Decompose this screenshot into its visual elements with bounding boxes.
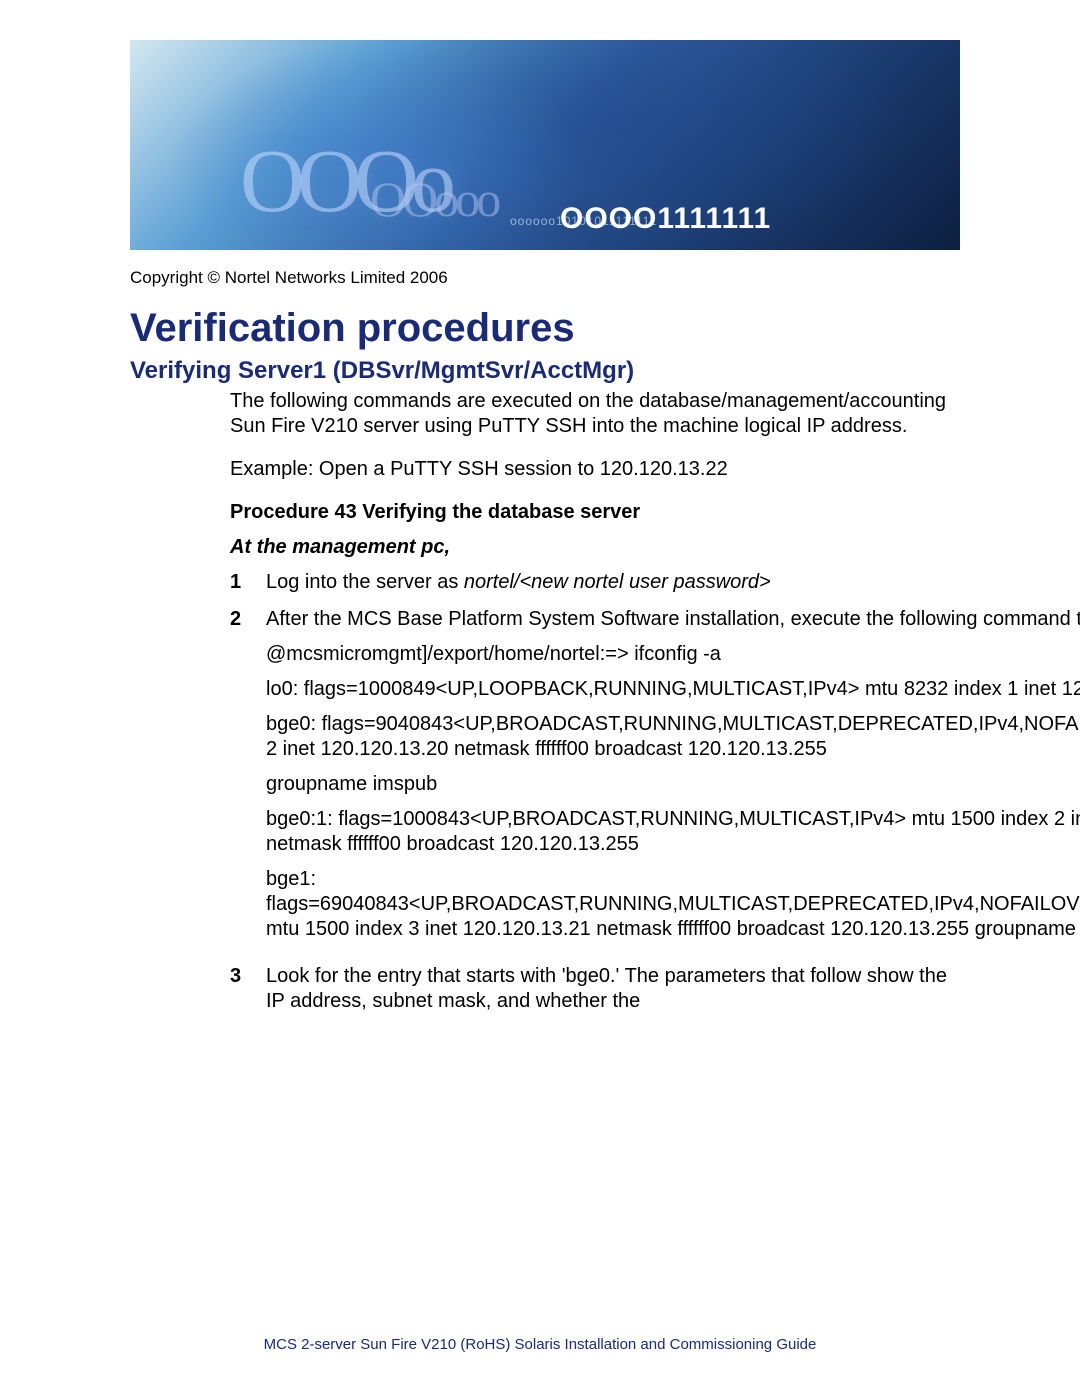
step-number: 2 [230, 607, 266, 952]
step-body: Log into the server as nortel/<new norte… [266, 570, 960, 595]
header-banner: OOOo OOooo oooooo10101011111111 OOOO1111… [130, 40, 960, 250]
step-body: After the MCS Base Platform System Softw… [266, 607, 1080, 952]
terminal-output: bge1: flags=69040843<UP,BROADCAST,RUNNIN… [266, 867, 1080, 942]
copyright-text: Copyright © Nortel Networks Limited 2006 [130, 268, 960, 288]
terminal-output: lo0: flags=1000849<UP,LOOPBACK,RUNNING,M… [266, 677, 1080, 702]
step-text-prefix: Log into the server as [266, 571, 464, 593]
body-content: The following commands are executed on t… [130, 389, 960, 1014]
procedure-heading: Procedure 43 Verifying the database serv… [230, 500, 960, 525]
intro-paragraph: The following commands are executed on t… [230, 389, 960, 439]
banner-bits: OOOO1111111 [560, 202, 771, 236]
step-body: Look for the entry that starts with 'bge… [266, 964, 960, 1014]
step-text-italic: nortel/<new nortel user password> [464, 571, 771, 593]
page-title: Verification procedures [130, 306, 960, 351]
step-number: 3 [230, 964, 266, 1014]
terminal-output: bge0:1: flags=1000843<UP,BROADCAST,RUNNI… [266, 807, 1080, 857]
step-number: 1 [230, 570, 266, 595]
procedure-step: 2 After the MCS Base Platform System Sof… [230, 607, 960, 952]
example-paragraph: Example: Open a PuTTY SSH session to 120… [230, 457, 960, 482]
terminal-output: @mcsmicromgmt]/export/home/nortel:=> ifc… [266, 642, 1080, 667]
terminal-output: groupname imspub [266, 772, 1080, 797]
step-text: After the MCS Base Platform System Softw… [266, 607, 1080, 632]
procedure-step: 3 Look for the entry that starts with 'b… [230, 964, 960, 1014]
procedure-subheading: At the management pc, [230, 535, 960, 560]
procedure-step: 1 Log into the server as nortel/<new nor… [230, 570, 960, 595]
section-subtitle: Verifying Server1 (DBSvr/MgmtSvr/AcctMgr… [130, 357, 960, 385]
terminal-output: bge0: flags=9040843<UP,BROADCAST,RUNNING… [266, 712, 1080, 762]
step-text: Look for the entry that starts with 'bge… [266, 965, 947, 1012]
page-footer: MCS 2-server Sun Fire V210 (RoHS) Solari… [0, 1336, 1080, 1353]
banner-glyphs-mid: OOooo [370, 170, 497, 228]
document-page: OOOo OOooo oooooo10101011111111 OOOO1111… [0, 0, 1080, 1066]
